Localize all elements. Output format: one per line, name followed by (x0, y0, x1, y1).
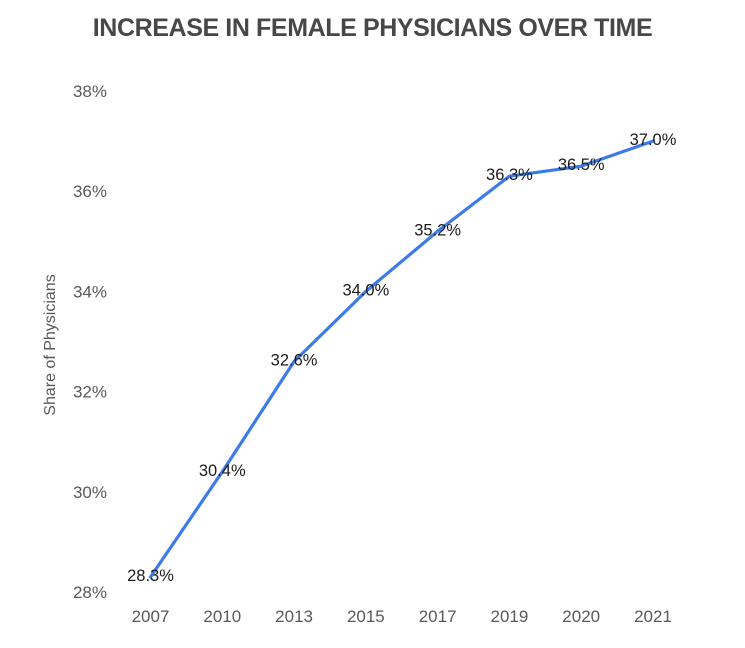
y-axis-tick-label: 38% (73, 82, 107, 101)
x-axis-tick-label: 2013 (275, 607, 313, 626)
data-point-label: 36.3% (486, 166, 533, 184)
y-axis-tick-label: 30% (73, 483, 107, 502)
x-axis-tick-label: 2019 (491, 607, 529, 626)
data-point-label: 36.5% (558, 156, 605, 174)
y-axis-tick-label: 28% (73, 583, 107, 602)
data-point-label: 35.2% (414, 221, 461, 239)
y-axis-title: Share of Physicians (42, 274, 59, 415)
data-point-label: 32.6% (271, 352, 318, 370)
data-point-label: 34.0% (342, 281, 389, 299)
x-axis-tick-label: 2017 (419, 607, 457, 626)
x-axis-tick-label: 2021 (634, 607, 672, 626)
y-axis-tick-label: 36% (73, 182, 107, 201)
data-point-label: 37.0% (630, 131, 677, 149)
chart-title: INCREASE IN FEMALE PHYSICIANS OVER TIME (92, 14, 653, 42)
data-series-line (148, 139, 655, 579)
y-axis-tick-label: 32% (73, 383, 107, 402)
y-axis-tick-label: 34% (73, 282, 107, 301)
x-axis-tick-label: 2010 (203, 607, 241, 626)
data-point-label: 30.4% (199, 462, 246, 480)
x-axis-tick-label: 2015 (347, 607, 385, 626)
x-axis-tick-label: 2020 (562, 607, 600, 626)
x-axis-tick-label: 2007 (132, 607, 170, 626)
data-point-label: 28.3% (127, 567, 174, 585)
